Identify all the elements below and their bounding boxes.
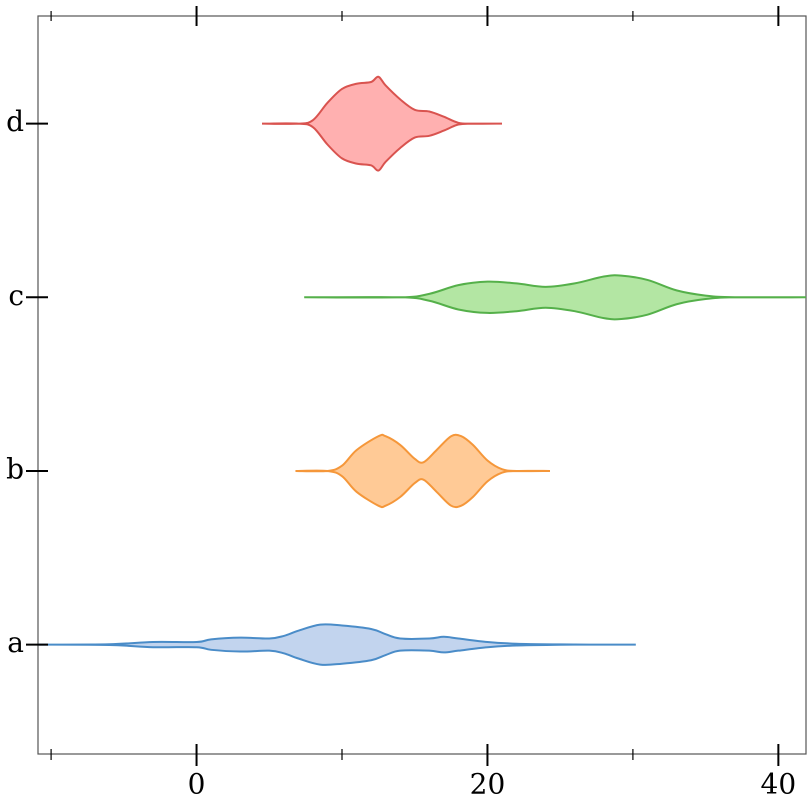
x-tick-label: 20 <box>470 768 506 801</box>
x-tick-label: 40 <box>761 768 797 801</box>
y-tick-label: d <box>6 105 24 138</box>
violin <box>295 433 551 509</box>
y-tick-label: c <box>8 279 24 312</box>
violin <box>261 75 503 172</box>
violin <box>304 274 806 321</box>
x-tick-label: 0 <box>188 768 206 801</box>
violin <box>38 623 636 666</box>
y-tick-label: a <box>7 626 24 659</box>
y-tick-label: b <box>6 452 24 485</box>
plot-frame <box>37 15 807 755</box>
